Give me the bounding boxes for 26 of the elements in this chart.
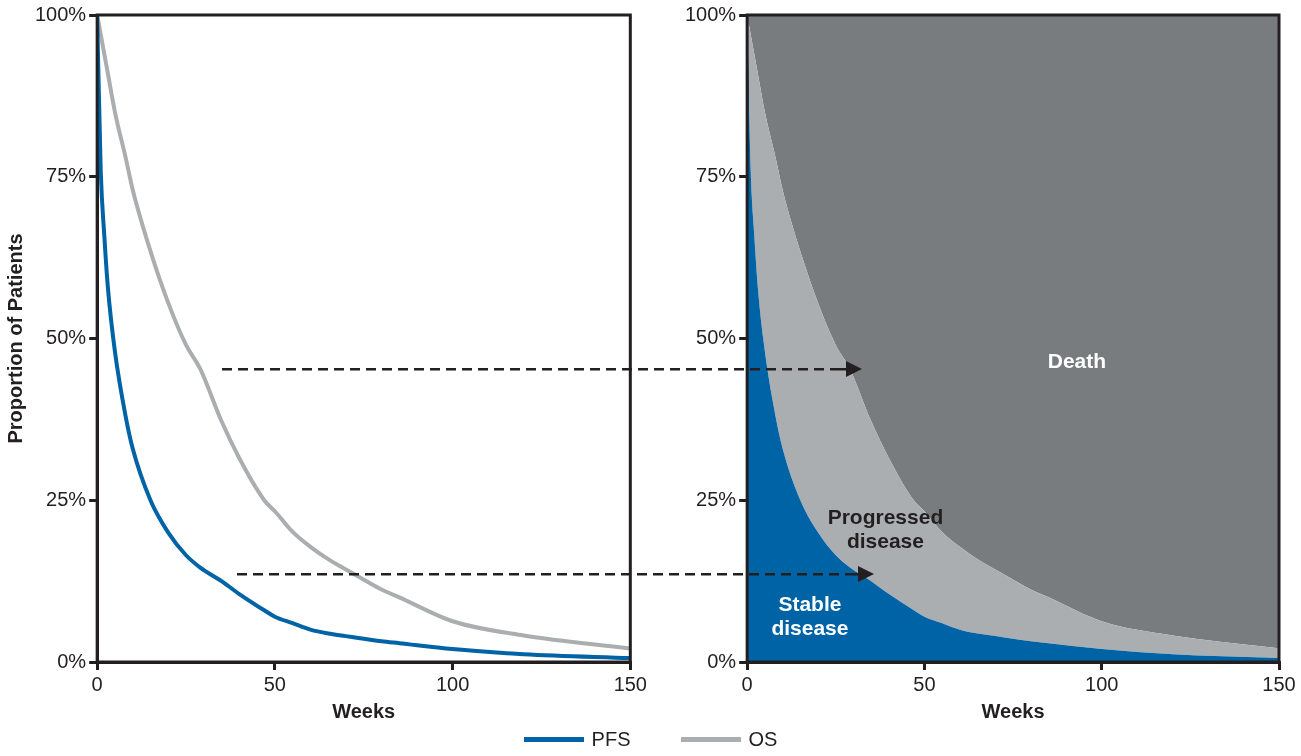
y-tick-label: 50% <box>696 326 737 349</box>
y-tick-label: 75% <box>46 164 87 187</box>
x-axis-title: Weeks <box>981 699 1045 722</box>
y-tick-label: 0% <box>57 649 87 672</box>
y-tick-label: 75% <box>696 164 737 187</box>
x-tick-label: 150 <box>613 672 647 695</box>
y-tick-label: 50% <box>46 326 87 349</box>
annotation: Death <box>1047 349 1107 373</box>
x-tick-label: 0 <box>741 672 753 695</box>
x-axis-title: Weeks <box>332 699 396 722</box>
x-tick-label: 50 <box>263 672 286 695</box>
y-tick-label: 25% <box>696 487 737 510</box>
y-tick-label: 25% <box>46 487 87 510</box>
y-tick-label: 100% <box>685 2 737 25</box>
legend-label: PFS <box>591 728 631 751</box>
legend-label: OS <box>748 728 778 751</box>
x-tick-label: 0 <box>91 672 103 695</box>
y-tick-label: 100% <box>35 2 87 25</box>
x-tick-label: 150 <box>1262 672 1296 695</box>
x-tick-label: 100 <box>435 672 470 695</box>
y-tick-label: 0% <box>707 649 737 672</box>
x-tick-label: 50 <box>913 672 936 695</box>
annotation: Stable disease <box>771 591 849 639</box>
annotation: Progressed disease <box>827 504 944 552</box>
y-axis-title: Proportion of Patients <box>3 233 26 444</box>
x-tick-label: 100 <box>1085 672 1119 695</box>
